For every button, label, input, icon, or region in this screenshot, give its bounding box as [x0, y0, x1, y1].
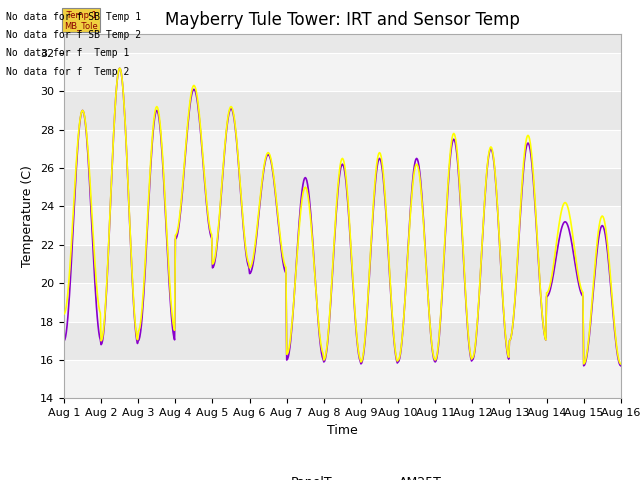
Y-axis label: Temperature (C): Temperature (C) [22, 165, 35, 267]
Line: PanelT: PanelT [64, 68, 621, 364]
AM25T [335, 182, 342, 188]
AM25T [444, 192, 451, 198]
AM25T [183, 132, 191, 138]
PanelT [183, 129, 191, 134]
Bar [64, 53, 621, 91]
Text: No data for f SB Temp 2: No data for f SB Temp 2 [6, 30, 141, 40]
PanelT [116, 65, 124, 71]
PanelT [444, 187, 451, 193]
AM25T [580, 363, 588, 369]
PanelT [389, 318, 397, 324]
AM25T [116, 65, 124, 71]
Bar [64, 206, 621, 245]
AM25T [617, 363, 625, 369]
Bar [64, 130, 621, 168]
AM25T [207, 234, 215, 240]
PanelT [60, 311, 68, 317]
Title: Mayberry Tule Tower: IRT and Sensor Temp: Mayberry Tule Tower: IRT and Sensor Temp [165, 11, 520, 29]
PanelT [566, 217, 574, 223]
X-axis label: Time: Time [327, 424, 358, 437]
PanelT [335, 176, 342, 182]
PanelT [580, 361, 588, 367]
PanelT [207, 230, 215, 236]
AM25T [566, 234, 574, 240]
Text: No data for f  Temp 1: No data for f Temp 1 [6, 48, 130, 59]
Bar [64, 360, 621, 398]
Line: AM25T: AM25T [64, 68, 621, 366]
Legend: PanelT, AM25T: PanelT, AM25T [238, 471, 447, 480]
Bar [64, 283, 621, 322]
AM25T [60, 338, 68, 344]
AM25T [389, 321, 397, 326]
Text: No data for f  Temp 2: No data for f Temp 2 [6, 67, 130, 77]
PanelT [617, 361, 625, 367]
Text: Temp 1
MB_Tole: Temp 1 MB_Tole [64, 11, 98, 30]
Text: No data for f SB Temp 1: No data for f SB Temp 1 [6, 12, 141, 22]
